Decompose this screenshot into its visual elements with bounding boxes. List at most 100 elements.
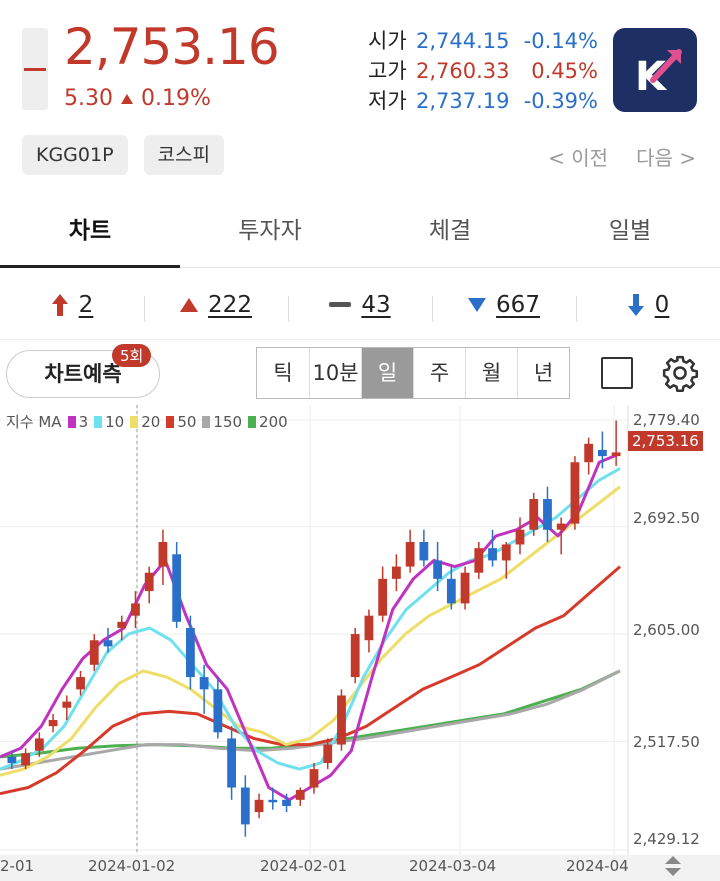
candle-body [172, 554, 182, 622]
period-month[interactable]: 월 [465, 348, 517, 398]
ma-swatch [94, 415, 103, 428]
prev-link[interactable]: < 이전 [548, 146, 609, 170]
change-value: 5.30 [64, 86, 113, 111]
ma-line-50 [0, 565, 621, 796]
x-tick-label: 2-01 [0, 857, 35, 875]
candle-body [282, 799, 291, 806]
ma-swatch [130, 415, 139, 428]
candle-body [131, 603, 140, 616]
limit-up-count: 2 [78, 291, 94, 318]
tab-bar: 차트 투자자 체결 일별 [0, 196, 720, 268]
low-label: 저가 [368, 89, 407, 113]
tab-daily[interactable]: 일별 [608, 218, 652, 244]
candle-body [48, 720, 58, 727]
candle-body [21, 753, 30, 766]
candle-body [103, 640, 113, 647]
period-week[interactable]: 주 [413, 348, 465, 398]
high-label: 고가 [368, 59, 407, 83]
candle-body [213, 689, 223, 733]
chart-predict-button[interactable]: 차트예측 [6, 350, 160, 398]
candle-body [158, 542, 168, 567]
period-tick[interactable]: 틱 [273, 361, 293, 385]
low-row: 저가 2,737.19 -0.39% [368, 86, 598, 116]
zoom-scroll-icon[interactable] [663, 854, 683, 878]
candle-body [89, 640, 99, 665]
open-value: 2,744.15 [416, 29, 510, 53]
app-logo-icon: K [635, 49, 682, 100]
range-marker [24, 68, 46, 71]
period-day[interactable]: 일 [361, 348, 413, 398]
candle-body [419, 542, 429, 561]
last-price-tag: 2,753.16 [628, 431, 703, 451]
change-percent: 0.19% [140, 86, 211, 111]
ma-line-20 [0, 485, 621, 777]
x-tick-label: 2024-02-01 [260, 857, 348, 875]
limit-down-arrow-icon [627, 293, 644, 316]
open-percent: -0.14% [523, 29, 598, 53]
ma-legend-label: 50 [177, 412, 197, 431]
up-triangle-icon [120, 93, 133, 104]
high-percent: 0.45% [531, 59, 598, 83]
breadth-limit-down[interactable]: 0 [576, 291, 720, 322]
chip-code[interactable]: KGG01P [22, 135, 128, 175]
fullscreen-square-icon[interactable] [601, 357, 633, 389]
ma-swatch [202, 415, 211, 428]
index-chips: KGG01P 코스피 [22, 135, 224, 175]
candle-body [34, 738, 44, 751]
up-count: 222 [208, 291, 252, 318]
open-row: 시가 2,744.15 -0.14% [368, 26, 598, 56]
candle-body [350, 634, 360, 678]
up-triangle-icon [180, 297, 199, 312]
next-link[interactable]: 다음 > [636, 146, 696, 170]
y-tick-label: 2,605.00 [633, 621, 700, 639]
candle-body [323, 744, 333, 763]
candle-body [598, 449, 607, 457]
candle-body [570, 462, 580, 524]
candle-body [186, 627, 195, 678]
period-10min[interactable]: 10분 [309, 348, 361, 398]
ma-legend-label: 10 [105, 412, 125, 431]
limit-up-arrow-icon [51, 293, 68, 316]
high-row: 고가 2,760.33 0.45% [368, 56, 598, 86]
breadth-flat[interactable]: 43 [288, 292, 432, 322]
chip-market[interactable]: 코스피 [143, 135, 224, 175]
low-percent: -0.39% [523, 89, 598, 113]
down-count: 667 [496, 291, 540, 318]
limit-down-count: 0 [654, 291, 670, 318]
tab-investor[interactable]: 투자자 [238, 218, 302, 244]
y-tick-label: 2,692.50 [633, 509, 700, 527]
tab-chart[interactable]: 차트 [0, 196, 180, 268]
breadth-down[interactable]: 667 [432, 291, 576, 322]
market-breadth: 2 222 43 667 0 [0, 270, 720, 340]
candle-body [556, 523, 566, 530]
settings-gear-icon[interactable] [661, 354, 699, 392]
candle-body [7, 756, 17, 763]
tab-trades[interactable]: 체결 [428, 218, 472, 244]
current-price: 2,753.16 [64, 18, 280, 76]
candle-body [199, 677, 209, 690]
ma-legend-label: 150 [213, 412, 243, 431]
ma-swatch [166, 415, 175, 428]
candle-body [405, 542, 415, 567]
open-label: 시가 [368, 29, 407, 53]
candle-body [446, 578, 456, 604]
ma-swatch [67, 415, 76, 428]
breadth-limit-up[interactable]: 2 [0, 292, 144, 318]
x-axis-band [0, 855, 720, 881]
x-tick-label: 2024-03-04 [409, 857, 497, 875]
breadth-up[interactable]: 222 [144, 291, 288, 322]
app-logo[interactable]: K [613, 28, 697, 112]
candle-body [295, 789, 305, 800]
svg-text:K: K [635, 54, 668, 100]
price-chart[interactable] [0, 405, 720, 881]
candle-body [460, 572, 470, 604]
period-year[interactable]: 년 [517, 348, 569, 398]
candle-body [378, 578, 388, 616]
ma-legend-label: 200 [259, 412, 288, 431]
candle-body [611, 452, 621, 457]
prev-next-nav: < 이전 다음 > [548, 142, 696, 171]
down-triangle-icon [468, 297, 487, 312]
low-value: 2,737.19 [416, 89, 510, 113]
ma-legend-label: 20 [141, 412, 161, 431]
mini-range-bar [22, 28, 48, 110]
